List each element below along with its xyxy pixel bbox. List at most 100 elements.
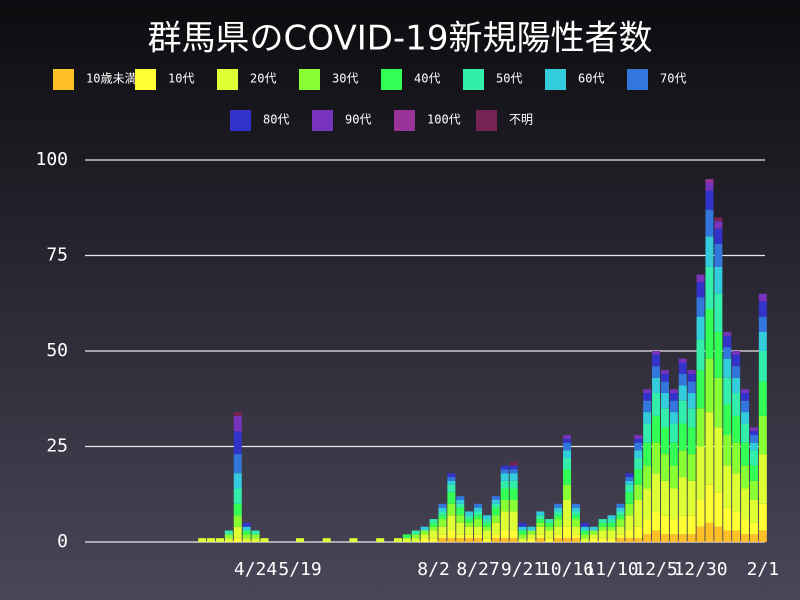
bar-segment (580, 526, 589, 531)
x-tick-label: 9/21 (501, 559, 544, 580)
legend-label: 20代 (250, 72, 276, 86)
bar-segment (536, 511, 545, 516)
bar-segment (598, 526, 607, 531)
bar-segment (536, 519, 545, 523)
bar-segment (429, 538, 438, 542)
bar-segment (589, 530, 598, 535)
x-tick-label: 12/30 (673, 559, 727, 580)
bar-segment (563, 484, 572, 500)
bar-segment (563, 435, 572, 439)
bar-segment (465, 511, 474, 516)
bar-segment (242, 538, 251, 542)
bar-segment (251, 530, 260, 535)
bar-segment (634, 435, 643, 439)
bar-segment (723, 377, 732, 405)
bar-segment (456, 499, 465, 504)
bar-segment (696, 446, 705, 500)
bar-segment (687, 393, 696, 409)
chart-title: 群馬県のCOVID-19新規陽性者数 (148, 19, 653, 59)
bar-segment (741, 400, 750, 413)
bar-segment (678, 358, 687, 363)
bar-segment (571, 503, 580, 508)
legend-label: 70代 (660, 72, 686, 86)
bar-segment (741, 393, 750, 401)
bar-segment (224, 538, 233, 542)
bar-segment (482, 519, 491, 523)
bar-segment (563, 469, 572, 485)
bar-segment (625, 480, 634, 485)
bar-segment (714, 244, 723, 267)
bar-segment (233, 415, 242, 432)
bar-segment (678, 515, 687, 535)
bar-segment (714, 427, 723, 493)
bar-segment (420, 534, 429, 539)
bar-segment (554, 503, 563, 508)
bar-segment (233, 431, 242, 455)
bar-segment (732, 415, 741, 443)
legend-label: 30代 (332, 72, 358, 86)
bar-segment (705, 308, 714, 359)
bar-segment (660, 427, 669, 455)
bar-segment (678, 423, 687, 451)
bar-segment (536, 534, 545, 539)
bar-segment (643, 465, 652, 489)
bar-segment (447, 515, 456, 531)
bar-segment (607, 519, 616, 523)
bar-segment (509, 480, 518, 489)
bar-segment (696, 297, 705, 317)
bar-segment (465, 522, 474, 527)
bar-segment (429, 526, 438, 531)
bar-segment (660, 480, 669, 516)
bar-segment (233, 526, 242, 539)
bar-segment (705, 412, 714, 485)
bar-segment (741, 423, 750, 443)
bar-segment (571, 511, 580, 516)
bar-segment (447, 503, 456, 516)
bar-segment (705, 209, 714, 237)
bar-segment (696, 316, 705, 340)
bar-segment (447, 480, 456, 485)
bar-segment (402, 534, 411, 539)
bar-segment (545, 530, 554, 539)
bar-segment (634, 457, 643, 470)
bar-segment (456, 522, 465, 535)
legend-swatch (381, 69, 402, 90)
bar-segment (634, 442, 643, 451)
bar-segment (545, 519, 554, 523)
bar-segment (482, 515, 491, 520)
bar-segment (749, 465, 758, 481)
bar-segment (714, 217, 723, 222)
bar-segment (474, 511, 483, 516)
bar-segment (589, 534, 598, 539)
bar-segment (482, 522, 491, 527)
bar-segment (616, 519, 625, 527)
bar-segment (758, 415, 767, 455)
x-tick-label: 5/19 (278, 559, 321, 580)
bar-segment (491, 499, 500, 504)
bar-segment (447, 473, 456, 478)
bar-segment (607, 515, 616, 520)
bar-segment (500, 473, 509, 481)
bar-segment (429, 519, 438, 523)
bar-segment (669, 400, 678, 413)
bar-segment (723, 347, 732, 359)
bar-segment (438, 507, 447, 512)
bar-segment (687, 381, 696, 394)
x-tick-label: 2/1 (747, 559, 780, 580)
bar-segment (643, 488, 652, 520)
bar-segment (260, 538, 269, 542)
bar-segment (741, 534, 750, 542)
bar-segment (554, 526, 563, 535)
bar-segment (518, 534, 527, 539)
bar-segment (749, 431, 758, 436)
bar-segment (491, 515, 500, 523)
bar-segment (732, 354, 741, 367)
bar-segment (198, 538, 207, 542)
bar-segment (749, 499, 758, 523)
bar-segment (509, 465, 518, 470)
legend-swatch (230, 110, 251, 131)
bar-segment (687, 427, 696, 455)
bar-segment (438, 511, 447, 516)
bar-segment (563, 438, 572, 443)
bar-segment (251, 534, 260, 539)
